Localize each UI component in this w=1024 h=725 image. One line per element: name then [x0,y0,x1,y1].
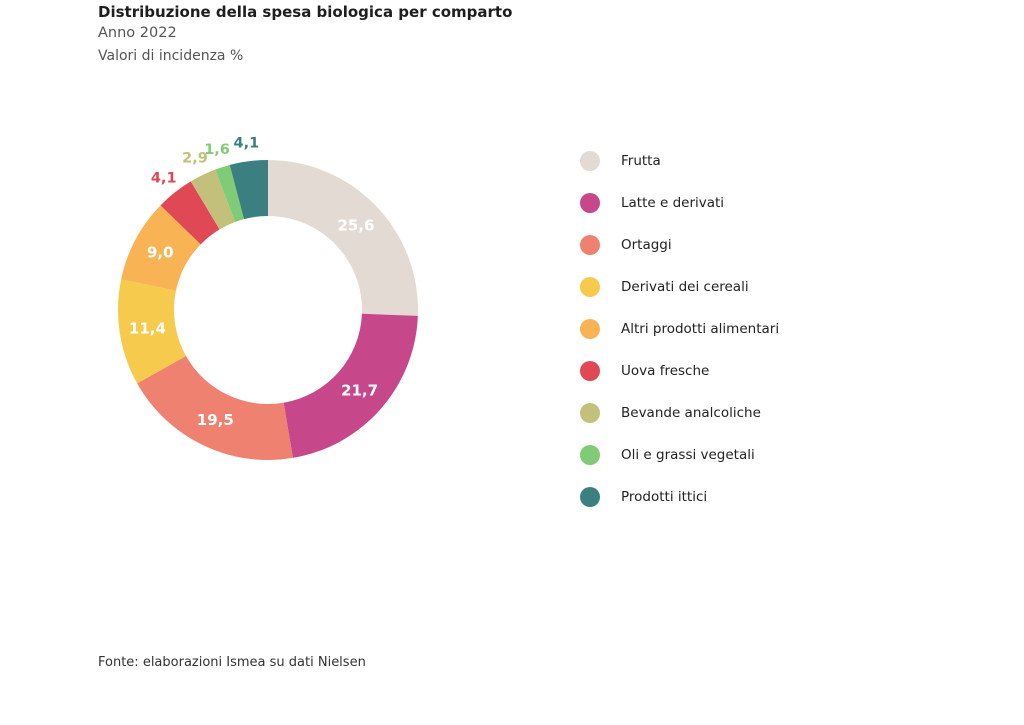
slice-value-label-5: 9,0 [147,244,174,262]
slice-value-label-2: 21,7 [341,382,378,400]
legend-swatch [580,361,600,381]
donut-slice-7 [190,169,236,230]
legend-item-8: Oli e grassi vegetali [580,434,779,476]
slice-value-label-8: 1,6 [204,142,230,158]
legend-label: Altri prodotti alimentari [621,321,780,337]
legend-item-1: Frutta [580,140,779,182]
legend-label: Prodotti ittici [621,489,708,505]
donut-slice-8 [215,164,245,222]
donut-slice-2 [283,313,418,458]
legend-item-7: Bevande analcoliche [580,392,779,434]
legend-label: Oli e grassi vegetali [621,447,755,463]
donut-slice-6 [160,181,220,245]
slice-value-label-6: 4,1 [151,170,177,186]
legend-swatch [580,151,600,171]
slice-value-label-7: 2,9 [182,151,208,167]
legend-item-4: Derivati dei cereali [580,266,779,308]
legend-swatch [580,235,600,255]
legend-swatch [580,403,600,423]
donut-slice-1 [268,160,418,316]
donut-slice-4 [117,279,187,384]
slice-value-label-1: 25,6 [337,216,374,234]
legend-item-5: Altri prodotti alimentari [580,308,779,350]
legend-swatch [580,487,600,507]
donut-slice-5 [121,205,201,291]
legend-label: Latte e derivati [621,195,725,211]
legend-swatch [580,445,600,465]
chart-subtitle: Anno 2022 [98,25,177,41]
legend-swatch [580,277,600,297]
slice-value-label-9: 4,1 [234,135,260,151]
source-note: Fonte: elaborazioni Ismea su dati Nielse… [98,655,366,670]
legend-label: Ortaggi [621,237,672,253]
legend-label: Bevande analcoliche [621,405,761,421]
chart-legend: Frutta Latte e derivati Ortaggi Derivati de… [580,140,779,518]
donut-slice-3 [137,355,293,461]
legend-label: Uova fresche [621,363,710,379]
donut-slice-9 [229,160,268,220]
legend-swatch [580,319,600,339]
legend-item-2: Latte e derivati [580,182,779,224]
chart-unit-label: Valori di incidenza % [98,48,244,64]
legend-label: Frutta [621,153,661,169]
legend-label: Derivati dei cereali [621,279,749,295]
slice-value-label-3: 19,5 [197,411,234,429]
slice-value-label-4: 11,4 [129,320,166,338]
legend-item-3: Ortaggi [580,224,779,266]
chart-title: Distribuzione della spesa biologica per … [98,3,513,21]
legend-item-6: Uova fresche [580,350,779,392]
legend-swatch [580,193,600,213]
legend-item-9: Prodotti ittici [580,476,779,518]
